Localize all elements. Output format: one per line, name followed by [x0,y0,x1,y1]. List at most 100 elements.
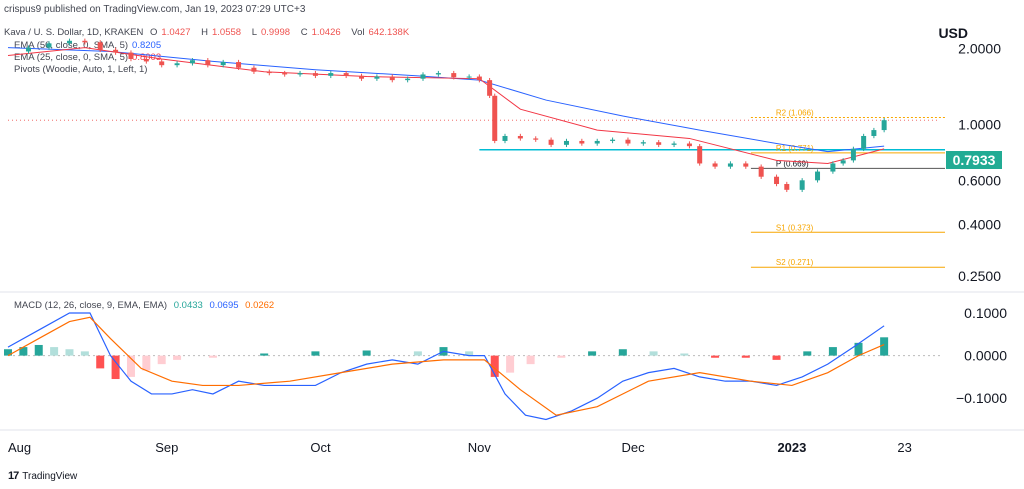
candle-body [251,67,257,72]
publisher-info: crispus9 published on TradingView.com, J… [4,4,305,15]
candle-body [861,135,867,149]
candle-body [220,62,226,66]
candle-body [697,146,703,164]
macd-histogram-bar [142,355,151,371]
candle-body [359,75,365,79]
ema50-line [7,47,885,153]
candle-body [815,171,821,181]
candle-body [625,139,631,144]
candle-body [871,130,877,136]
candle-body [656,142,662,145]
macd-histogram-bar [588,351,597,356]
macd-legend[interactable]: MACD (12, 26, close, 9, EMA, EMA) 0.0433… [14,300,278,311]
candle-body [420,74,426,79]
macd-histogram-bar [649,351,658,356]
candle-body [563,140,569,145]
candle-body [476,76,482,81]
symbol-name[interactable]: Kava / U. S. Dollar, 1D, KRAKEN [4,27,144,38]
macd-histogram-bar [618,349,627,356]
time-tick-label: Nov [468,440,492,455]
pivot-label: P (0.669) [776,159,809,168]
chart-grid [0,119,1024,431]
candle-body [517,135,523,139]
macd-histogram-bar [803,351,812,356]
candle-body [850,148,856,161]
pivots-legend[interactable]: Pivots (Woodie, Auto, 1, Left, 1) [14,64,151,75]
low-value: 0.9998 [261,27,291,38]
candle-body [97,42,103,50]
macd-histogram-bar [465,351,474,356]
ema25-line [7,47,885,164]
candle-body [435,73,441,75]
macd-label: MACD (12, 26, close, 9, EMA, EMA) [14,300,168,311]
candle-body [594,140,600,144]
candle-body [312,73,318,76]
candle-body [727,163,733,167]
time-tick-label: 23 [897,440,911,455]
candle-body [143,58,149,62]
candle-body [343,73,349,76]
candle-body [830,163,836,172]
time-tick-label: Aug [8,440,31,455]
macd-histogram-bar [506,355,515,373]
candle-body [881,120,887,131]
macd-histogram-bar [362,350,371,356]
candle-body [205,60,211,66]
candle-body [840,160,846,164]
candle-body [492,95,498,141]
macd-histogram-bar [828,347,837,356]
macd-histogram-bar [111,355,120,380]
last-price-tag: 0.7933 [946,151,1002,169]
candle-body [113,49,119,53]
footer[interactable]: 17 TradingView [8,470,77,482]
publisher-text: crispus9 published on TradingView.com, J… [4,4,306,15]
macd-tick-label: 0.1000 [964,305,1007,321]
price-tick-label: 1.0000 [958,116,1001,132]
macd-histogram-bar [80,351,89,356]
close-value: 1.0426 [311,27,341,38]
close-label: C [300,27,308,38]
candle-body [671,143,677,145]
time-tick-label: 2023 [777,440,806,455]
candle-body [758,166,764,177]
pivot-levels: R2 (1.066) R1 (0.771) P (0.669) S1 (0.373) S… [479,108,945,268]
macd-histogram-bar [741,355,750,358]
pivot-label: R2 (1.066) [776,108,814,117]
time-axis[interactable]: Aug Sep Oct Nov Dec 2023 23 [8,440,912,455]
candle-body [82,40,88,43]
volume-value: 642.138K [368,27,410,38]
macd-histogram-bar [260,353,269,356]
pivot-label: R1 (0.771) [776,144,814,153]
macd-tick-label: −0.1000 [956,390,1007,406]
candle-body [25,47,31,52]
candle-body [774,176,780,185]
candle-body [799,180,805,190]
macd-histogram-bar [880,337,889,356]
ema25-label: EMA (25, close, 0, SMA, 5) [14,52,129,63]
macd-histogram-bar [490,355,499,377]
candle-body [784,184,790,190]
macd-histogram-bar [772,355,781,360]
macd-histogram-bar [96,355,105,369]
footer-brand[interactable]: TradingView [22,470,78,482]
candle-body [533,138,539,140]
tradingview-logo-icon: 17 [8,470,19,482]
time-tick-label: Dec [622,440,646,455]
price-tick-label: 0.6000 [958,172,1001,188]
candle-body [610,139,616,141]
candle-body [266,71,272,74]
macd-histogram-bar [680,353,689,356]
candle-body [451,73,457,78]
macd-histogram-bar [4,349,12,356]
ema50-legend[interactable]: EMA (50, close, 0, SMA, 5) 0.8205 [14,40,165,51]
macd-histogram-bar [311,351,320,356]
open-value: 1.0427 [161,27,191,38]
macd-tick-label: 0.0000 [964,348,1007,364]
macd-histogram-bar [50,347,59,356]
macd-hist-value: 0.0433 [173,300,203,311]
candle-body [640,142,646,144]
price-axis[interactable]: 2.0000 1.0000 0.6000 0.4000 0.2500 0.1000 0.00… [956,41,1007,407]
time-tick-label: Sep [155,440,178,455]
symbol-legend[interactable]: Kava / U. S. Dollar, 1D, KRAKEN O 1.0427 … [4,27,417,38]
